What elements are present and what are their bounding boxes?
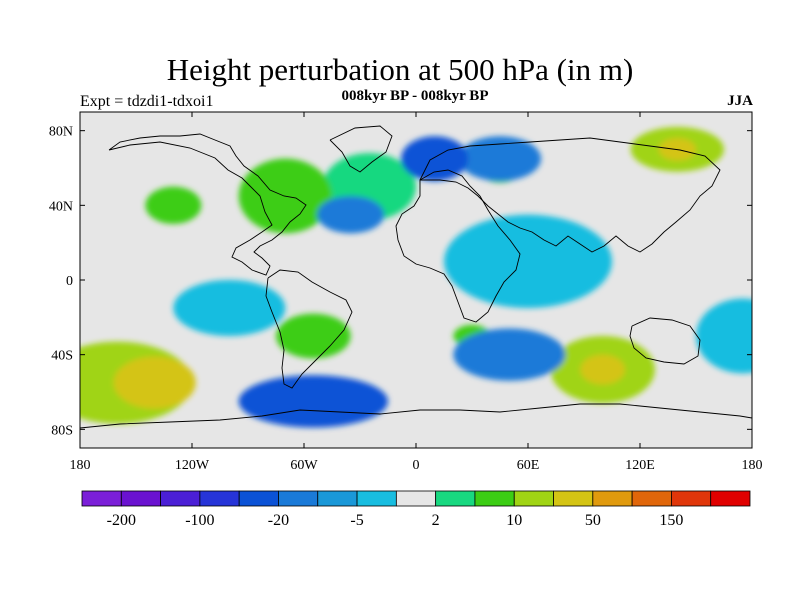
- colorbar-box: [474, 490, 515, 507]
- map-plot-area: [80, 112, 752, 448]
- lat-tick-label: 40S: [51, 349, 73, 364]
- lon-tick-label: 60W: [290, 458, 318, 473]
- field-anomaly-13: [401, 136, 469, 182]
- lat-tick-label: 80N: [49, 125, 73, 140]
- lon-tick-label: 120W: [175, 458, 210, 473]
- colorbar-box: [631, 490, 672, 507]
- lat-tick-label: 0: [66, 274, 73, 289]
- australia-coast: [629, 317, 701, 365]
- field-anomaly-15: [238, 375, 388, 428]
- lat-tick-label: 80S: [51, 423, 73, 438]
- colorbar: -200 -100 -20 -5 2 10 50 150: [81, 490, 751, 529]
- colorbar-box: [553, 490, 594, 507]
- colorbar-label: 150: [659, 512, 683, 529]
- south-america-coast: [265, 269, 353, 389]
- experiment-label: Expt = tdzdi1-tdxoi1: [80, 93, 214, 110]
- colorbar-box: [120, 490, 161, 507]
- colorbar-box: [238, 490, 279, 507]
- chart-title: Height perturbation at 500 hPa (in m): [166, 52, 634, 87]
- colorbar-label: 2: [432, 512, 440, 529]
- lat-tick-label: 40N: [49, 199, 73, 214]
- colorbar-label: -20: [268, 512, 289, 529]
- period-label: 008kyr BP - 008kyr BP: [341, 88, 489, 104]
- colorbar-box: [710, 490, 751, 507]
- greenland-coast: [329, 125, 393, 173]
- field-anomaly-12: [458, 136, 542, 182]
- colorbar-box: [278, 490, 319, 507]
- colorbar-box: [395, 490, 437, 507]
- lon-tick-label: 180: [70, 458, 91, 473]
- colorbar-box: [356, 490, 397, 507]
- lon-tick-label: 0: [413, 458, 420, 473]
- colorbar-label: 10: [506, 512, 522, 529]
- lon-tick-label: 60E: [517, 458, 540, 473]
- lon-tick-label: 180: [742, 458, 763, 473]
- colorbar-label: -200: [107, 512, 136, 529]
- colorbar-box: [317, 490, 358, 507]
- field-anomaly-16: [453, 328, 566, 381]
- eurasia-coast: [419, 137, 721, 253]
- field-anomaly-19: [696, 298, 752, 374]
- colorbar-box: [435, 490, 476, 507]
- field-anomaly-17: [173, 280, 286, 336]
- europe-africa-coast: [395, 169, 521, 323]
- colorbar-box: [671, 490, 712, 507]
- map-axes: 180 120W 60W 0 60E 120E 180 80N 40N 0 40S 80S: [49, 112, 763, 473]
- colorbar-label: 50: [585, 512, 601, 529]
- field-anomaly-9: [145, 186, 202, 224]
- lon-tick-label: 120E: [625, 458, 655, 473]
- coastlines: [80, 125, 752, 429]
- colorbar-box: [513, 490, 554, 507]
- field-anomaly-10: [276, 313, 351, 359]
- field-anomaly-1: [113, 356, 196, 409]
- colorbar-box: [199, 490, 240, 507]
- antarctica-coast: [80, 403, 752, 429]
- field-anomaly-18: [444, 214, 612, 308]
- colorbar-box: [81, 490, 122, 507]
- field-anomaly-14: [317, 196, 385, 234]
- north-america-coast: [108, 133, 307, 276]
- field-anomaly-3: [580, 354, 626, 385]
- colorbar-label: -100: [185, 512, 214, 529]
- colorbar-box: [592, 490, 633, 507]
- colorbar-label: -5: [350, 512, 363, 529]
- season-label: JJA: [727, 93, 753, 109]
- colorbar-box: [160, 490, 201, 507]
